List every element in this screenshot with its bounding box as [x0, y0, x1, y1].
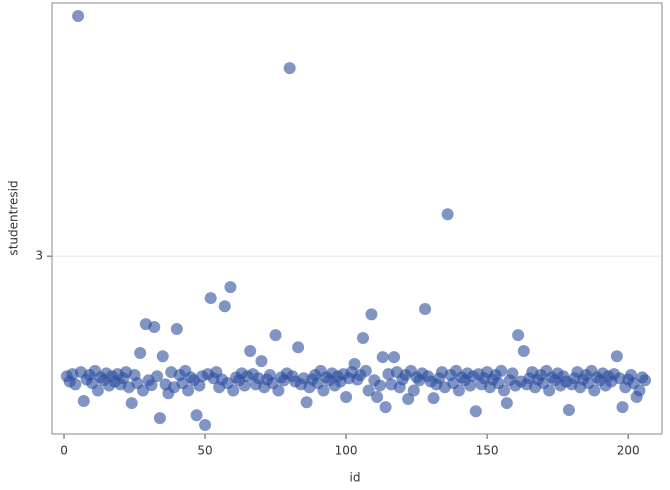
x-tick-label: 150	[476, 444, 499, 458]
point	[517, 344, 530, 357]
point	[506, 367, 519, 380]
point	[357, 331, 370, 344]
point	[125, 397, 138, 410]
point	[148, 320, 161, 333]
point	[562, 403, 575, 416]
point	[199, 419, 212, 432]
point	[419, 303, 432, 316]
point	[238, 379, 251, 392]
point	[376, 351, 389, 364]
point	[588, 384, 601, 397]
point	[452, 384, 465, 397]
point	[156, 350, 169, 363]
point	[500, 397, 513, 410]
point	[441, 208, 454, 221]
point	[134, 347, 147, 360]
x-axis-label: id	[350, 471, 361, 485]
y-axis-label: studentresid	[7, 180, 21, 255]
point	[224, 281, 237, 294]
point	[427, 392, 440, 405]
x-tick-label: 100	[335, 444, 358, 458]
point	[272, 384, 285, 397]
point	[362, 384, 375, 397]
point	[359, 364, 372, 377]
y-tick-label: 3	[35, 249, 43, 263]
point	[495, 364, 508, 377]
point	[407, 384, 420, 397]
point	[300, 396, 313, 409]
point	[170, 322, 183, 335]
point	[153, 412, 166, 425]
x-tick-label: 200	[617, 444, 640, 458]
point	[190, 409, 203, 422]
point	[498, 384, 511, 397]
point	[365, 308, 378, 321]
point	[373, 379, 386, 392]
point	[227, 384, 240, 397]
point	[204, 292, 217, 305]
point	[543, 384, 556, 397]
point	[464, 379, 477, 392]
point	[69, 378, 82, 391]
point	[91, 384, 104, 397]
point	[610, 350, 623, 363]
point	[379, 401, 392, 414]
point	[469, 405, 482, 418]
x-tick-label: 0	[60, 444, 68, 458]
point	[292, 341, 305, 354]
point	[616, 401, 629, 414]
point	[269, 329, 282, 342]
point	[639, 374, 652, 387]
point	[348, 357, 361, 370]
point	[77, 395, 90, 408]
point	[151, 370, 164, 383]
point	[182, 384, 195, 397]
point	[512, 329, 525, 342]
point	[340, 390, 353, 403]
point	[402, 392, 415, 405]
point	[145, 379, 158, 392]
point	[72, 10, 85, 23]
point	[218, 300, 231, 313]
point	[388, 351, 401, 364]
x-tick-label: 50	[197, 444, 212, 458]
point	[371, 390, 384, 403]
point	[633, 384, 646, 397]
point	[255, 355, 268, 368]
point	[317, 384, 330, 397]
point	[193, 379, 206, 392]
plot-frame	[51, 2, 663, 435]
point	[244, 344, 257, 357]
point	[283, 62, 296, 75]
